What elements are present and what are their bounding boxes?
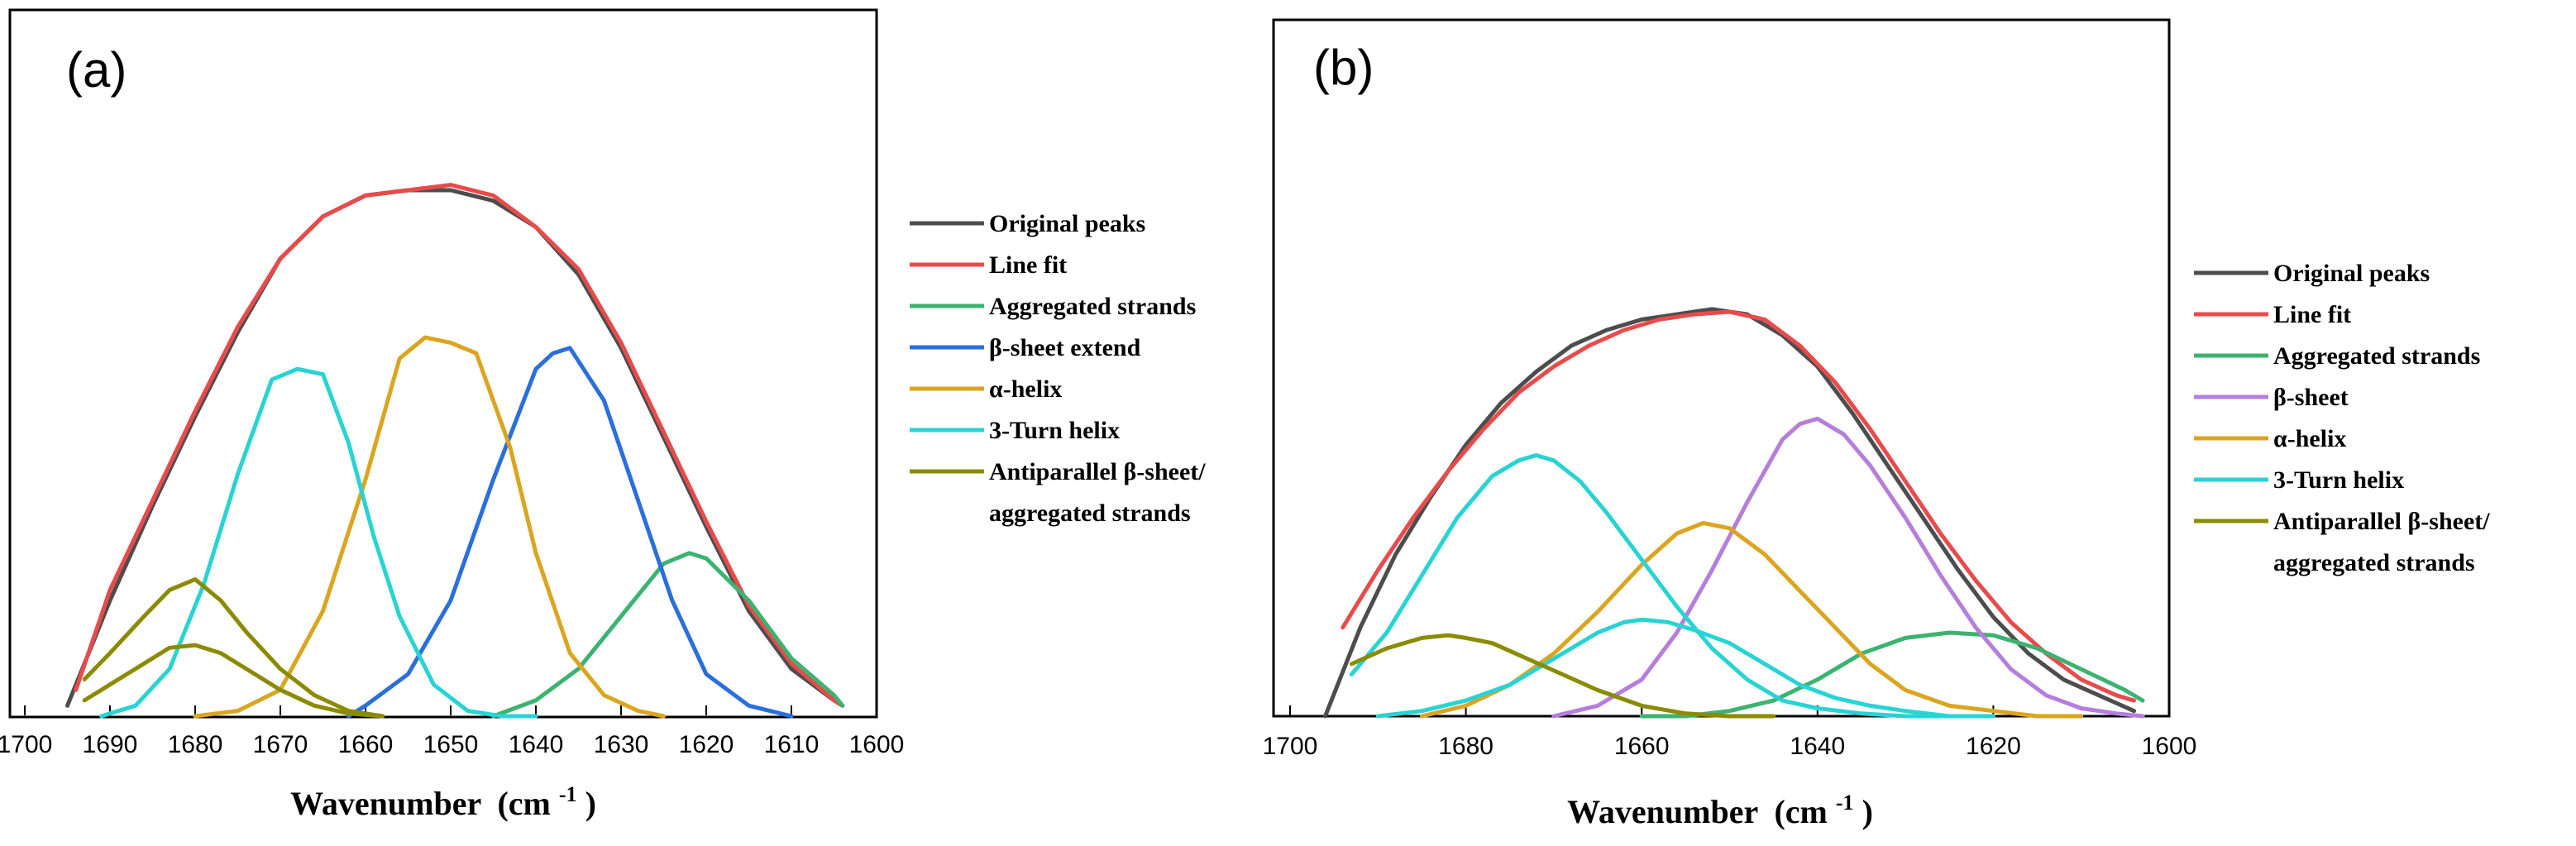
panel-a-xlabel-close: ) [585,785,596,822]
panel-b: (b) 1700 1680 1660 1640 1620 1600 Wavenumber … [1263,18,2490,830]
panel-a-legend-label-2: Aggregated strands [989,293,1196,320]
panel-b-series-5 [1349,453,1952,719]
panel-b-series-2 [1639,630,2145,719]
panel-a-legend-label-1: Line fit [989,251,1067,279]
panel-a-frame [8,8,878,719]
panel-b-series [1323,307,2145,719]
panel-b-label: (b) [1313,40,1374,95]
panel-b-legend-label-0: Original peaks [2273,260,2430,287]
panel-a-x-tick-label-3: 1670 [253,731,308,758]
panel-a-series-2 [491,551,845,719]
panel-a-legend-label-5: 3-Turn helix [989,417,1120,444]
panel-b-x-axis-title: Wavenumber (cm -1 ) [1567,780,1873,830]
panel-b-xlabel-close: ) [1862,793,1873,830]
panel-a-series-7 [82,643,385,719]
panel-a-x-ticks: 1700 1690 1680 1670 1660 1650 1640 1630 1620 1610… [0,705,904,758]
panel-b-legend-label-5: 3-Turn helix [2273,466,2404,494]
panel-b-xlabel: Wavenumber [1567,793,1757,830]
panel-a-x-tick-label-8: 1620 [679,731,734,758]
svg-text:Wavenumber (cm: Wavenumber (cm -1 ) [1567,780,1873,830]
panel-a-legend: Original peaks Line fit Aggregated strands… [910,210,1206,527]
panel-a-x-tick-label-9: 1610 [764,731,820,758]
panel-b-legend-label-1: Line fit [2273,301,2351,328]
panel-b-frame [1272,18,2171,718]
panel-b-x-tick-label-0: 1700 [1263,733,1318,760]
panel-a-x-tick-label-0: 1700 [0,731,52,758]
panel-b-series-1 [1341,309,2136,703]
panel-b-series-6 [1375,617,1995,719]
panel-a-x-axis-title: Wavenumber (cm -1 ) [290,772,596,822]
panel-a-x-tick-label-5: 1650 [423,731,479,758]
panel-b-series-7 [1349,633,1776,719]
panel-b-x-tick-label-5: 1600 [2142,733,2197,760]
panel-b-legend: Original peaks Line fit Aggregated strands… [2194,260,2490,576]
panel-b-xlabel-unit: (cm [1774,793,1827,830]
panel-b-x-tick-label-4: 1620 [1966,733,2021,760]
panel-a-legend-label-0: Original peaks [989,210,1145,237]
panel-b-series-3 [1551,416,2145,719]
panel-a-series-5 [99,366,538,719]
panel-a-legend-label-3: β-sheet extend [989,334,1141,361]
panel-a-xlabel: Wavenumber [290,785,480,822]
panel-a-series-0 [65,188,845,708]
panel-a-legend-label-7: aggregated strands [989,499,1191,527]
panel-b-legend-label-4: α-helix [2273,425,2346,452]
panel-a-x-tick-label-1: 1690 [83,731,138,758]
panel-b-series-4 [1420,521,2084,719]
panel-b-legend-label-6: Antiparallel β-sheet/ [2273,508,2490,535]
panel-b-x-tick-label-3: 1640 [1790,733,1845,760]
panel-a-series [65,183,845,719]
panel-b-xlabel-sup: -1 [1836,791,1854,815]
panel-a-label: (a) [66,42,127,98]
svg-text:Wavenumber (cm: Wavenumber (cm -1 ) [290,772,596,822]
panel-b-legend-label-3: β-sheet [2273,384,2349,411]
panel-a-x-tick-label-2: 1680 [168,731,223,758]
panel-b-x-tick-label-2: 1660 [1614,733,1670,760]
panel-b-legend-label-7: aggregated strands [2273,549,2475,576]
panel-a-x-tick-label-6: 1640 [509,731,564,758]
panel-b-legend-label-2: Aggregated strands [2273,342,2480,370]
panel-a-legend-label-6: Antiparallel β-sheet/ [989,458,1206,485]
panel-a-legend-label-4: α-helix [989,375,1062,403]
panel-a-x-tick-label-4: 1660 [338,731,394,758]
panel-a-x-tick-label-7: 1630 [594,731,649,758]
panel-a-xlabel-sup: -1 [559,782,577,806]
panel-a-series-3 [346,346,794,719]
panel-a: (a) 1700 1690 1680 1670 1660 1650 1640 1630 1620… [0,8,1206,822]
panel-a-xlabel-unit: (cm [497,785,550,822]
panel-b-x-ticks: 1700 1680 1660 1640 1620 1600 [1263,705,2197,760]
panel-a-series-4 [193,335,666,719]
panel-a-series-6 [82,577,385,719]
panel-b-x-tick-label-1: 1680 [1438,733,1494,760]
panel-a-x-tick-label-10: 1600 [849,731,905,758]
